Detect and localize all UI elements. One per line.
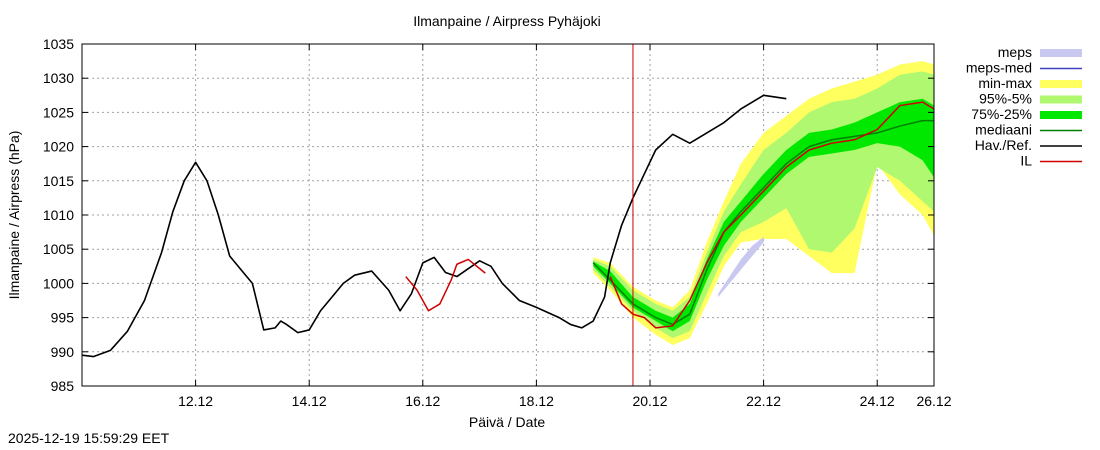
legend-swatch-min_max — [1040, 80, 1082, 88]
x-tick-label: 20.12 — [632, 393, 667, 409]
legend-label-p75_25: 75%-25% — [971, 106, 1032, 122]
x-tick-label: 12.12 — [178, 393, 213, 409]
y-tick-label: 990 — [51, 344, 75, 360]
x-tick-label: 26.12 — [916, 393, 951, 409]
x-tick-label: 16.12 — [405, 393, 440, 409]
legend-swatch-p75_25 — [1040, 111, 1082, 119]
legend-label-p95_5: 95%-5% — [979, 91, 1032, 107]
x-tick-label: 14.12 — [292, 393, 327, 409]
band-meps — [718, 236, 764, 298]
y-tick-label: 1000 — [43, 275, 74, 291]
y-tick-label: 1035 — [43, 36, 74, 52]
legend-label-meps: meps — [998, 44, 1032, 60]
y-tick-label: 1010 — [43, 207, 74, 223]
y-tick-label: 1005 — [43, 241, 74, 257]
y-tick-label: 985 — [51, 378, 75, 394]
legend-label-min_max: min-max — [978, 75, 1032, 91]
timestamp: 2025-12-19 15:59:29 EET — [8, 430, 170, 446]
y-axis-label: Ilmanpaine / Airpress (hPa) — [6, 131, 22, 300]
y-tick-label: 1030 — [43, 70, 74, 86]
series-layer — [82, 44, 934, 386]
y-tick-label: 995 — [51, 310, 75, 326]
legend-swatch-meps — [1040, 49, 1082, 57]
y-tick-label: 1020 — [43, 139, 74, 155]
y-axis: 985 990 995 1000 1005 1010 1015 1020 1025 1030 103… — [43, 36, 934, 394]
il-line — [405, 258, 486, 312]
chart-title: Ilmanpaine / Airpress Pyhäjoki — [413, 13, 601, 29]
legend-label-meps_med: meps-med — [966, 60, 1032, 76]
legend-label-median: mediaani — [975, 122, 1032, 138]
x-axis: 12.12 14.12 16.12 18.12 20.12 22.12 24.12 26.12 — [178, 44, 952, 409]
y-tick-label: 1015 — [43, 173, 74, 189]
x-axis-label: Päivä / Date — [469, 414, 545, 430]
legend-swatch-p95_5 — [1040, 95, 1082, 104]
x-tick-label: 18.12 — [519, 393, 554, 409]
legend-label-observed: Hav./Ref. — [975, 137, 1032, 153]
band-75-25 — [593, 98, 934, 332]
x-tick-label: 22.12 — [746, 393, 781, 409]
legend-label-il: IL — [1020, 153, 1032, 169]
legend: mepsmeps-medmin-max95%-5%75%-25%mediaani… — [966, 44, 1082, 169]
y-tick-label: 1025 — [43, 104, 74, 120]
x-tick-label: 24.12 — [860, 393, 895, 409]
median-line — [592, 119, 934, 326]
il-line — [609, 101, 934, 329]
